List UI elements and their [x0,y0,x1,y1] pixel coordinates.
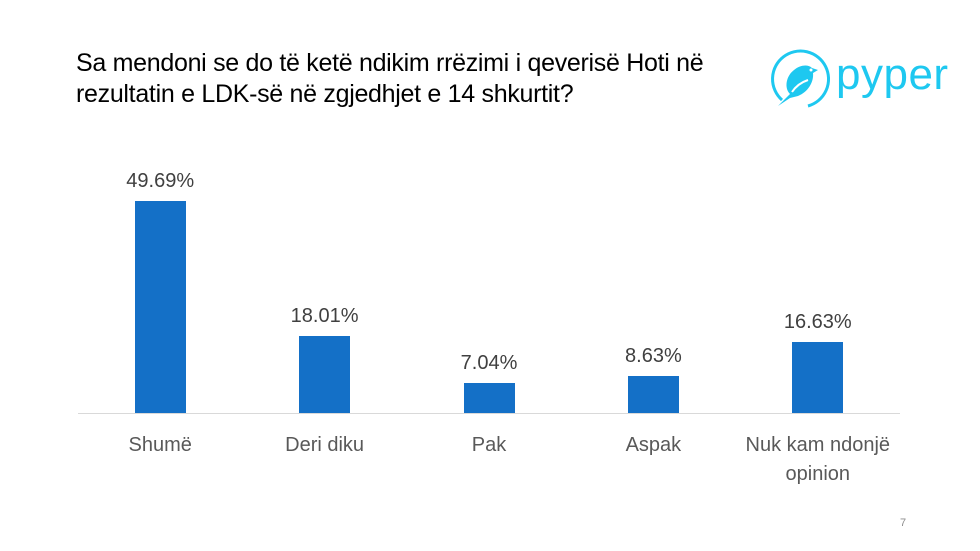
logo-text: pyper [836,50,949,99]
bar [792,341,844,413]
bar [627,376,679,413]
value-label: 16.63% [783,310,852,333]
category-label: Aspak [625,434,682,456]
value-label: 18.01% [290,305,359,328]
bird-in-circle-icon [771,49,830,108]
value-label: 7.04% [460,351,518,374]
category-label: Pak [471,434,507,456]
bar [299,336,351,413]
x-axis-line [78,413,900,414]
value-label: 8.63% [625,345,682,368]
category-label: Nuk kam ndonjë opinion [745,434,891,485]
pyper-logo: pyper [768,48,949,112]
bar [134,200,186,413]
bar [463,382,515,413]
value-label: 49.69% [126,169,195,192]
page-number: 7 [900,517,907,529]
category-label: Shumë [128,434,192,456]
slide-title: Sa mendoni se do të ketë ndikim rrëzimi … [76,49,704,108]
category-label: Deri diku [285,434,365,456]
